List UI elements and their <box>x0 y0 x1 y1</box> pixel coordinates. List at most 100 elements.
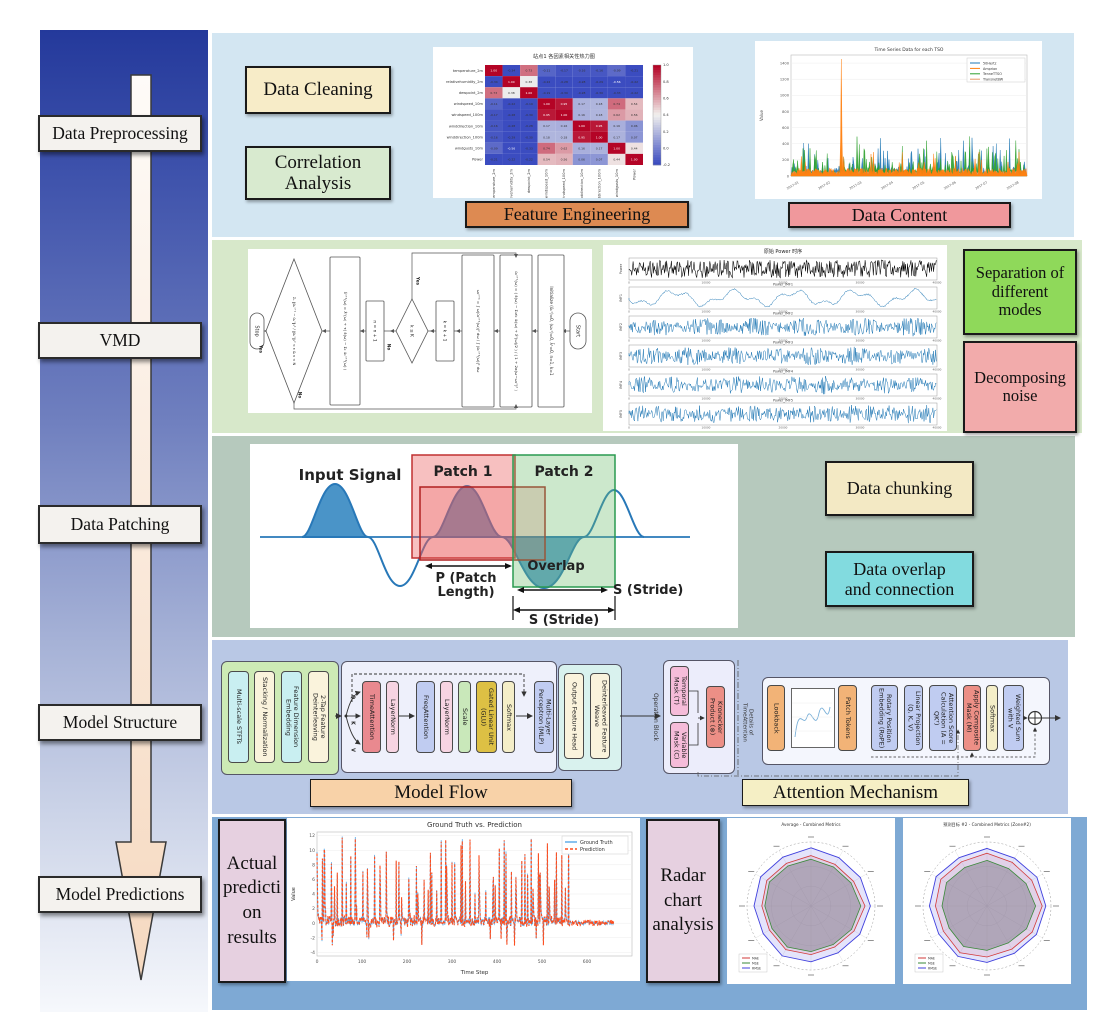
svg-text:10000: 10000 <box>702 368 711 372</box>
svg-text:Overlap: Overlap <box>527 559 584 574</box>
svg-text:No: No <box>386 344 392 351</box>
svg-text:Power: Power <box>619 263 623 274</box>
svg-text:Time Series Data for each TSO: Time Series Data for each TSO <box>874 47 944 53</box>
svg-text:40000: 40000 <box>933 426 942 430</box>
svg-text:40000: 40000 <box>933 310 942 314</box>
svg-text:0: 0 <box>316 959 319 965</box>
svg-text:0.38: 0.38 <box>508 91 515 95</box>
svg-text:0.16: 0.16 <box>578 146 585 150</box>
svg-text:windgusts_10m: windgusts_10m <box>615 169 619 198</box>
svg-text:Power_IMF1: Power_IMF1 <box>773 283 793 287</box>
svg-text:-0.33: -0.33 <box>525 146 533 150</box>
vmd-flowchart-figure: Start Initialize (ûₖ¹)=0, (ωₖ¹)=0, λ̂¹=0,… <box>248 249 592 413</box>
svg-text:temperature_2m: temperature_2m <box>453 69 484 73</box>
svg-text:1200: 1200 <box>780 78 790 82</box>
model-input-group <box>221 661 339 775</box>
svg-text:20000: 20000 <box>779 426 788 430</box>
svg-text:10000: 10000 <box>702 426 711 430</box>
model-core-group <box>341 661 557 773</box>
svg-text:-0.30: -0.30 <box>595 91 603 95</box>
svg-text:0.74: 0.74 <box>613 102 620 106</box>
svg-text:-0.22: -0.22 <box>525 158 533 162</box>
svg-text:Power_IMF3: Power_IMF3 <box>773 341 793 345</box>
svg-text:2017-02: 2017-02 <box>817 180 831 190</box>
svg-text:20000: 20000 <box>779 397 788 401</box>
svg-text:-0.11: -0.11 <box>490 102 498 106</box>
svg-text:10000: 10000 <box>702 397 711 401</box>
svg-text:Power_IMF5: Power_IMF5 <box>773 399 793 403</box>
svg-text:0.2: 0.2 <box>663 130 669 134</box>
svg-text:-0.21: -0.21 <box>490 158 498 162</box>
label-decomposing-noise: Decomposing noise <box>963 341 1077 433</box>
svg-text:TenneTTSO: TenneTTSO <box>982 72 1002 76</box>
svg-text:1.00: 1.00 <box>490 69 497 73</box>
svg-text:20000: 20000 <box>779 281 788 285</box>
svg-text:1000: 1000 <box>780 94 790 98</box>
svg-text:IMF2: IMF2 <box>619 323 623 331</box>
svg-text:Stop: Stop <box>254 325 260 336</box>
svg-text:1.00: 1.00 <box>613 146 620 150</box>
svg-text:0: 0 <box>628 368 630 372</box>
svg-text:windspeed_10m: windspeed_10m <box>545 169 549 198</box>
svg-text:30000: 30000 <box>856 368 865 372</box>
svg-text:100: 100 <box>358 959 367 965</box>
svg-text:k ≤ K: k ≤ K <box>409 325 415 337</box>
svg-text:0: 0 <box>787 174 790 178</box>
svg-text:0.18: 0.18 <box>596 113 603 117</box>
svg-text:k = k + 1: k = k + 1 <box>442 321 448 342</box>
svg-text:-0.29: -0.29 <box>595 80 603 84</box>
svg-text:Power_IMF4: Power_IMF4 <box>773 370 793 374</box>
svg-text:预测目标 #2 - Combined Metrics (Zo: 预测目标 #2 - Combined Metrics (Zone#2) <box>943 821 1031 828</box>
svg-text:0.95: 0.95 <box>561 102 568 106</box>
svg-text:0.16: 0.16 <box>613 124 620 128</box>
label-separation-modes: Separation of different modes <box>963 249 1077 335</box>
svg-text:2: 2 <box>312 906 315 912</box>
label-correlation-analysis: Correlation Analysis <box>245 146 391 200</box>
label-data-chunking: Data chunking <box>825 461 974 516</box>
svg-text:Ground Truth vs. Prediction: Ground Truth vs. Prediction <box>427 821 522 829</box>
svg-text:-0.28: -0.28 <box>578 80 586 84</box>
svg-text:6: 6 <box>312 877 315 883</box>
svg-text:Power: Power <box>632 168 636 179</box>
svg-text:temperature_2m: temperature_2m <box>492 169 496 198</box>
svg-text:30000: 30000 <box>856 397 865 401</box>
svg-text:Patch 2: Patch 2 <box>535 464 594 480</box>
svg-text:30000: 30000 <box>856 281 865 285</box>
svg-text:-0.17: -0.17 <box>490 113 498 117</box>
svg-text:-0.30: -0.30 <box>525 113 533 117</box>
svg-text:windspeed_100m: windspeed_100m <box>451 113 483 117</box>
svg-text:0.44: 0.44 <box>631 146 638 150</box>
svg-text:10000: 10000 <box>702 339 711 343</box>
svg-text:λ̂ⁿ⁺¹(ω) = λ̂ⁿ(ω) + τ( x̂(ω) −: λ̂ⁿ⁺¹(ω) = λ̂ⁿ(ω) + τ( x̂(ω) − Σₖ ûₖⁿ⁺¹(… <box>343 292 348 371</box>
svg-text:0: 0 <box>628 310 630 314</box>
svg-text:-0.22: -0.22 <box>630 80 638 84</box>
svg-text:ûₖⁿ⁺¹(ω) = ( x̂(ω) − Σᵢ≠ₖ ûᵢ(ω: ûₖⁿ⁺¹(ω) = ( x̂(ω) − Σᵢ≠ₖ ûᵢ(ω) + λ̂ⁿ(ω)… <box>514 271 519 391</box>
stage-model-predictions: Model Predictions <box>38 876 202 913</box>
svg-text:1.00: 1.00 <box>508 80 515 84</box>
svg-text:8: 8 <box>312 862 315 868</box>
svg-text:30000: 30000 <box>856 426 865 430</box>
svg-text:-0.22: -0.22 <box>507 158 515 162</box>
svg-text:-0.28: -0.28 <box>507 113 515 117</box>
svg-text:-0.30: -0.30 <box>560 91 568 95</box>
svg-text:0.38: 0.38 <box>526 80 533 84</box>
svg-text:-0.09: -0.09 <box>490 146 498 150</box>
svg-text:IMF5: IMF5 <box>619 410 623 418</box>
svg-text:2017-07: 2017-07 <box>975 180 989 190</box>
svg-text:1.00: 1.00 <box>631 158 638 162</box>
svg-text:10: 10 <box>309 848 315 854</box>
svg-text:0.56: 0.56 <box>561 158 568 162</box>
svg-text:IMF1: IMF1 <box>619 294 623 302</box>
svg-text:1.00: 1.00 <box>561 113 568 117</box>
svg-text:Σₖ ‖ûₖⁿ⁺¹ − ûₖⁿ‖₂² ∕ ‖ûₖⁿ‖₂² <: Σₖ ‖ûₖⁿ⁺¹ − ûₖⁿ‖₂² ∕ ‖ûₖⁿ‖₂² < ε & n < N <box>292 297 296 366</box>
svg-text:-0.56: -0.56 <box>613 80 621 84</box>
svg-text:0.16: 0.16 <box>578 113 585 117</box>
svg-text:winddirection_100m: winddirection_100m <box>597 169 601 198</box>
svg-text:-0.19: -0.19 <box>525 102 533 106</box>
svg-text:-0.16: -0.16 <box>595 69 603 73</box>
svg-text:20000: 20000 <box>779 310 788 314</box>
svg-text:-0.56: -0.56 <box>507 146 515 150</box>
svg-text:-0.28: -0.28 <box>525 124 533 128</box>
model-output-group <box>558 664 622 771</box>
svg-text:2017-03: 2017-03 <box>849 180 863 190</box>
